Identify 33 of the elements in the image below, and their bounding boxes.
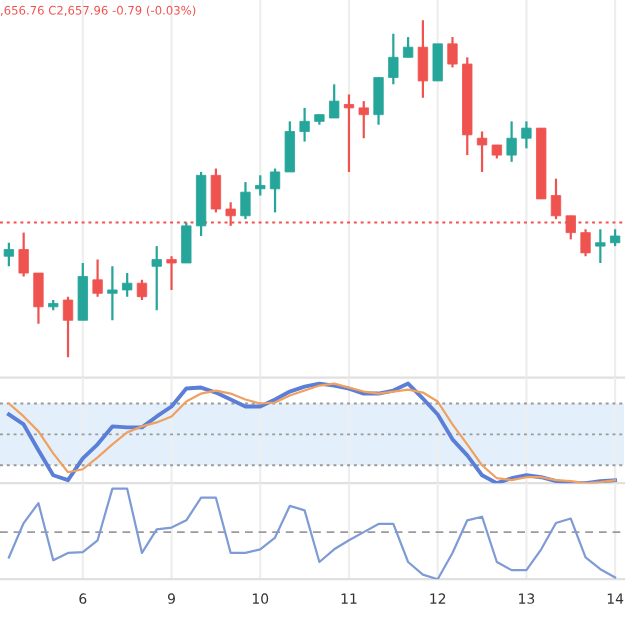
candlestick [240,180,251,221]
candlestick [476,130,488,174]
candlestick [550,177,562,221]
candlestick [299,106,310,143]
candlestick [388,32,399,86]
candlestick [417,19,429,99]
candlestick [151,245,162,312]
candlestick [62,295,74,359]
candlestick [77,261,88,322]
candlestick [255,174,266,197]
candlestick [284,120,295,174]
candlestick [580,228,591,258]
candlestick [107,265,118,322]
candlestick [329,83,340,120]
candlestick [343,93,355,174]
candlestick [402,35,414,59]
candlestick [122,271,133,298]
candlestick [33,271,44,325]
candlestick [358,100,369,140]
candlestick [181,221,192,265]
candlestick [92,258,103,298]
candlestick [166,255,177,292]
candlestick [373,76,384,126]
candlestick [521,120,532,150]
candlestick [269,167,281,214]
candlestick [432,42,443,83]
candlestick [136,278,148,302]
candlestick [18,231,29,278]
candlestick [595,228,606,265]
candlestick [3,241,15,268]
candlestick [506,120,517,163]
candlestick [210,167,222,214]
candlestick [447,35,458,69]
